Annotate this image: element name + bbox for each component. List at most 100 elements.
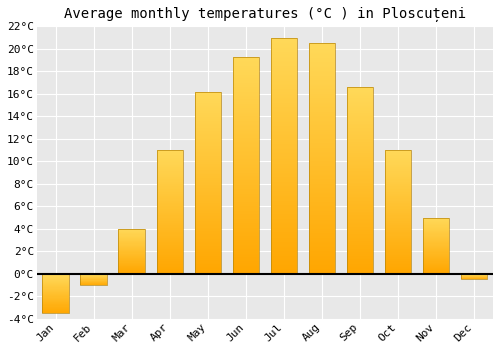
Bar: [232, 174, 259, 175]
Bar: [384, 158, 411, 159]
Bar: [308, 183, 335, 184]
Bar: [156, 240, 183, 241]
Bar: [384, 255, 411, 256]
Bar: [384, 221, 411, 222]
Bar: [232, 262, 259, 264]
Bar: [270, 175, 297, 176]
Bar: [270, 53, 297, 54]
Bar: [232, 112, 259, 113]
Bar: [156, 179, 183, 181]
Bar: [194, 105, 221, 106]
Bar: [156, 256, 183, 257]
Bar: [346, 264, 374, 265]
Bar: [156, 214, 183, 215]
Bar: [308, 196, 335, 197]
Bar: [232, 267, 259, 268]
Bar: [308, 77, 335, 78]
Bar: [384, 203, 411, 204]
Bar: [422, 226, 450, 228]
Bar: [270, 184, 297, 185]
Bar: [308, 120, 335, 121]
Bar: [346, 186, 374, 187]
Bar: [384, 211, 411, 212]
Bar: [232, 241, 259, 242]
Bar: [156, 219, 183, 220]
Bar: [232, 127, 259, 129]
Bar: [42, 307, 69, 308]
Bar: [308, 94, 335, 95]
Bar: [118, 260, 145, 261]
Bar: [232, 261, 259, 262]
Bar: [156, 185, 183, 186]
Bar: [308, 245, 335, 246]
Bar: [194, 222, 221, 223]
Bar: [194, 242, 221, 244]
Bar: [270, 119, 297, 120]
Bar: [270, 38, 297, 40]
Bar: [346, 125, 374, 126]
Bar: [270, 185, 297, 186]
Bar: [232, 69, 259, 70]
Bar: [308, 220, 335, 221]
Bar: [156, 201, 183, 202]
Bar: [270, 206, 297, 208]
Bar: [308, 157, 335, 158]
Bar: [232, 226, 259, 228]
Bar: [308, 131, 335, 132]
Bar: [270, 265, 297, 266]
Bar: [308, 148, 335, 149]
Bar: [194, 112, 221, 113]
Bar: [384, 224, 411, 225]
Bar: [308, 270, 335, 271]
Bar: [346, 147, 374, 148]
Bar: [346, 245, 374, 246]
Bar: [308, 205, 335, 206]
Bar: [308, 95, 335, 96]
Bar: [194, 161, 221, 162]
Bar: [422, 223, 450, 224]
Bar: [232, 142, 259, 143]
Bar: [232, 57, 259, 274]
Bar: [194, 193, 221, 194]
Bar: [194, 257, 221, 258]
Bar: [346, 224, 374, 225]
Bar: [232, 187, 259, 188]
Bar: [194, 95, 221, 96]
Bar: [194, 151, 221, 152]
Bar: [194, 172, 221, 173]
Bar: [270, 52, 297, 53]
Bar: [384, 273, 411, 274]
Bar: [232, 92, 259, 93]
Bar: [346, 163, 374, 165]
Bar: [346, 199, 374, 201]
Bar: [80, 280, 107, 281]
Bar: [194, 124, 221, 125]
Bar: [308, 261, 335, 262]
Bar: [232, 229, 259, 230]
Bar: [308, 58, 335, 59]
Bar: [118, 230, 145, 231]
Bar: [422, 251, 450, 252]
Bar: [270, 168, 297, 169]
Bar: [270, 176, 297, 177]
Bar: [156, 246, 183, 247]
Bar: [346, 141, 374, 142]
Bar: [156, 262, 183, 264]
Bar: [232, 125, 259, 126]
Bar: [194, 223, 221, 224]
Bar: [194, 133, 221, 134]
Bar: [270, 61, 297, 62]
Bar: [232, 93, 259, 94]
Bar: [270, 132, 297, 133]
Bar: [384, 260, 411, 261]
Bar: [346, 123, 374, 124]
Bar: [232, 111, 259, 112]
Bar: [232, 219, 259, 220]
Bar: [308, 143, 335, 145]
Bar: [118, 270, 145, 271]
Bar: [346, 181, 374, 182]
Bar: [270, 204, 297, 205]
Bar: [156, 232, 183, 233]
Bar: [308, 238, 335, 239]
Bar: [194, 136, 221, 138]
